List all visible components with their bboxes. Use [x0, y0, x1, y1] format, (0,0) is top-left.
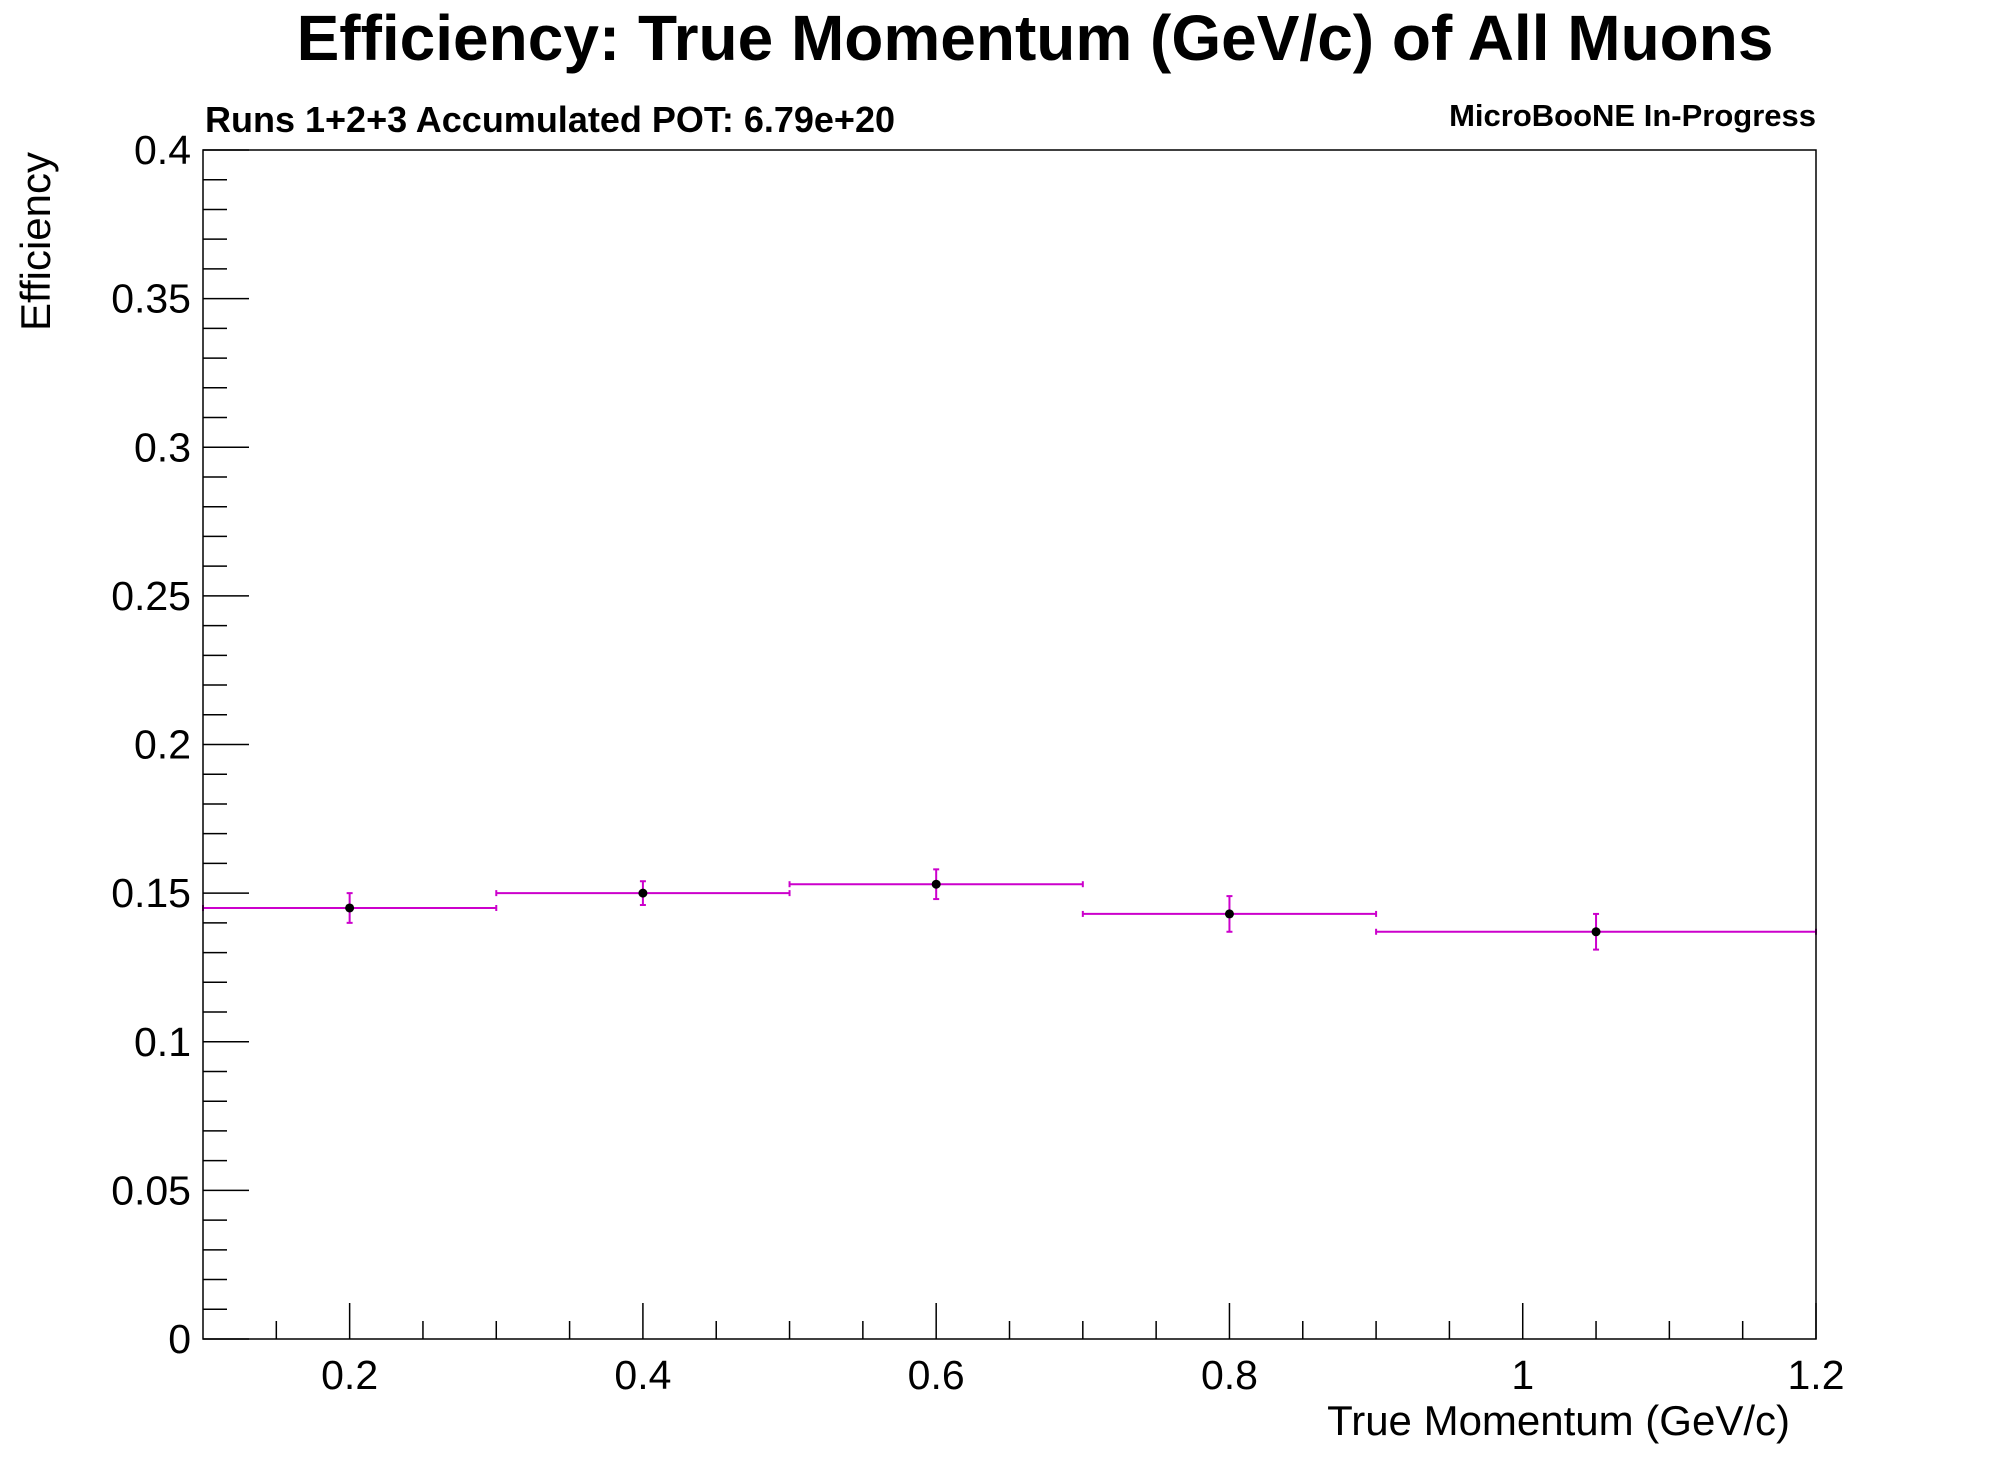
x-tick-label: 0.2	[321, 1352, 378, 1398]
data-points	[202, 868, 1817, 951]
data-marker	[931, 879, 941, 889]
x-tick-label: 1.2	[1788, 1352, 1845, 1398]
y-tick-label: 0.2	[134, 722, 191, 768]
plot-frame	[202, 149, 1817, 1340]
y-tick-label: 0.25	[111, 573, 191, 619]
chart-subtitle-left: Runs 1+2+3 Accumulated POT: 6.79e+20	[205, 99, 895, 140]
data-point	[202, 892, 498, 924]
chart-title: Efficiency: True Momentum (GeV/c) of All…	[297, 2, 1774, 74]
data-point	[1081, 895, 1378, 933]
axis-ticks: 0 0.05 0.1 0.15 0.2 0.25 0.3 0.35 0.4 0.2 0.4 0.6 0.…	[111, 127, 1844, 1398]
data-marker	[1591, 927, 1601, 937]
data-point	[788, 868, 1084, 901]
y-tick-label: 0.15	[111, 870, 191, 916]
x-tick-label: 0.8	[1201, 1352, 1258, 1398]
x-axis-label: True Momentum (GeV/c)	[1327, 1397, 1790, 1444]
y-tick-label: 0.05	[111, 1167, 191, 1213]
chart-subtitle-right: MicroBooNE In-Progress	[1449, 98, 1816, 133]
y-tick-label: 0.35	[111, 276, 191, 322]
x-tick-label: 1	[1511, 1352, 1534, 1398]
y-tick-label: 0	[168, 1316, 191, 1362]
x-tick-label: 0.4	[614, 1352, 671, 1398]
y-tick-label: 0.3	[134, 424, 191, 470]
x-tick-label: 0.6	[908, 1352, 965, 1398]
y-tick-label: 0.4	[134, 127, 191, 173]
data-marker	[1224, 909, 1234, 919]
data-marker	[638, 888, 648, 898]
y-axis-label: Efficiency	[12, 152, 59, 331]
y-tick-label: 0.1	[134, 1019, 191, 1065]
data-marker	[345, 903, 355, 913]
data-point	[495, 880, 791, 907]
data-point	[1375, 912, 1817, 951]
